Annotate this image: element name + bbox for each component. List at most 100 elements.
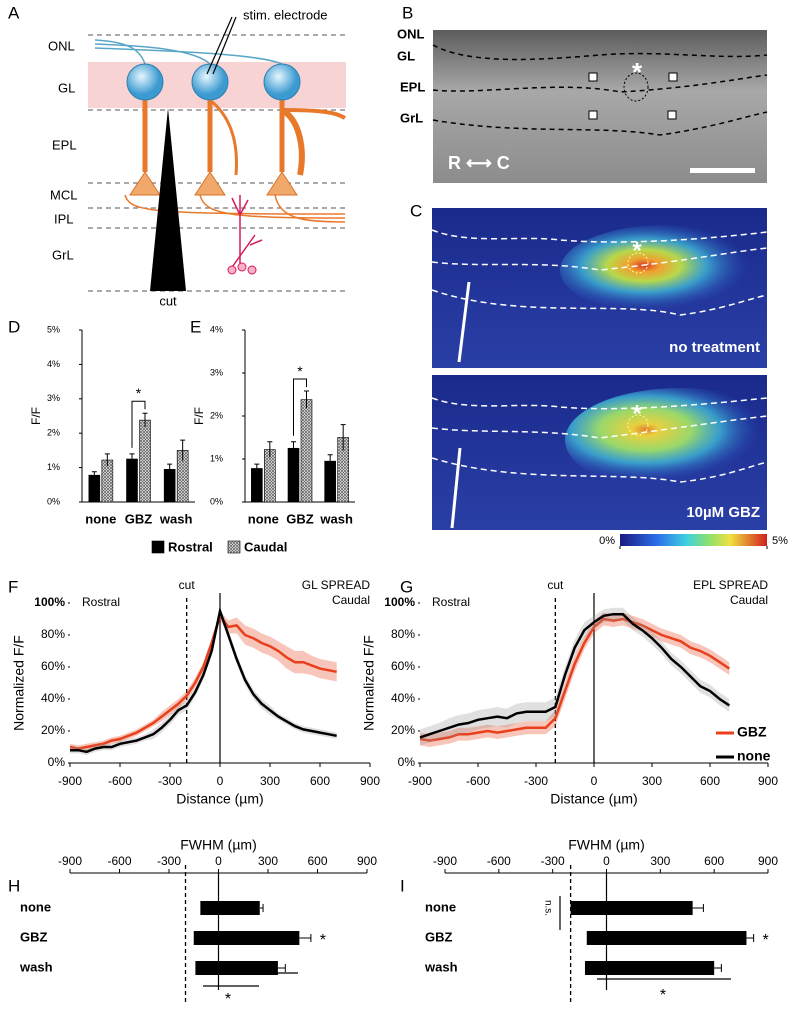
x-tick-label: -300 (157, 854, 181, 868)
significance-bracket (131, 400, 146, 448)
x-tick-label: GBZ (125, 511, 153, 526)
error-bar (167, 463, 173, 475)
annotation: Caudal (730, 593, 768, 607)
colorbar (620, 534, 767, 546)
y-tick-label: 80% (41, 627, 65, 641)
y-tick-label: 0% (398, 755, 416, 769)
y-tick-label: 60% (391, 659, 415, 673)
scale-bar (690, 168, 755, 173)
orientation: R ⟷ C (448, 153, 510, 173)
x-tick-label: 600 (307, 854, 327, 868)
error-bar (277, 964, 286, 972)
x-tick-label: -300 (541, 854, 565, 868)
y-tick-label: 40% (391, 691, 415, 705)
panel-label: F (8, 577, 18, 596)
error-band (420, 612, 730, 747)
bar (251, 468, 263, 503)
mitral-cells (129, 171, 298, 196)
x-tick-label: -300 (158, 774, 182, 788)
x-tick-label: 0 (591, 774, 598, 788)
legend-label: GBZ (737, 724, 767, 740)
y-tick-label: 20% (391, 723, 415, 737)
error-bar (692, 904, 704, 912)
y-axis-label: Normalized F/F (11, 635, 27, 731)
x-tick-label: 600 (310, 774, 330, 788)
panel-label: A (8, 3, 20, 22)
y-tick-label: 4% (210, 324, 223, 334)
bar (300, 399, 313, 503)
y-axis-label: Normalized F/F (361, 635, 377, 731)
legend-label: Rostral (168, 539, 213, 554)
axons (94, 39, 283, 65)
legend-swatch (151, 540, 165, 554)
cut-label: cut (159, 293, 177, 308)
range-bar (195, 961, 278, 975)
stim-site (627, 252, 649, 436)
significance: * (136, 385, 142, 401)
x-tick-label: none (85, 511, 116, 526)
bar (126, 458, 138, 503)
error-band (70, 606, 337, 755)
layer-label: IPL (54, 211, 74, 226)
annotation: Rostral (82, 595, 120, 609)
condition-label: 10µM GBZ (686, 504, 760, 521)
x-tick-label: 300 (260, 774, 280, 788)
x-tick-label: -900 (433, 854, 457, 868)
category-label: wash (424, 959, 458, 974)
y-tick-label: 1% (210, 453, 223, 463)
x-tick-label: GBZ (286, 511, 314, 526)
bar (139, 419, 151, 503)
y-axis-label: F/F (192, 407, 206, 425)
error-bar (180, 439, 186, 461)
panel-label: G (400, 577, 413, 596)
category-label: GBZ (425, 929, 453, 944)
cut-line (450, 281, 471, 529)
image-b: * R ⟷ C ONL GL EPL GrL (397, 26, 768, 183)
x-tick-label: 900 (758, 854, 778, 868)
error-bar (746, 934, 755, 942)
stim-site (623, 72, 649, 102)
x-tick-label: 300 (258, 854, 278, 868)
y-tick-label: 2% (47, 428, 60, 438)
y-tick-label: 3% (210, 367, 223, 377)
range-bar (570, 901, 693, 915)
error-bar (259, 904, 264, 912)
error-bar (142, 412, 148, 428)
bar (88, 474, 101, 503)
y-tick-label: 2% (210, 410, 223, 420)
x-axis-label: Distance (µm) (550, 791, 637, 807)
y-tick-label: 1% (47, 462, 60, 472)
layer-label: EPL (52, 137, 77, 152)
glomeruli (126, 63, 301, 101)
significance: * (225, 991, 231, 1008)
x-tick-label: -900 (408, 774, 432, 788)
x-tick-label: 300 (650, 854, 670, 868)
layer-label: EPL (400, 79, 425, 94)
significance: * (320, 932, 326, 949)
category-label: wash (19, 959, 53, 974)
significance: * (763, 932, 769, 949)
layer-label: GrL (400, 110, 423, 125)
layer-label: GL (58, 80, 75, 95)
x-tick-label: -600 (466, 774, 490, 788)
error-band (70, 611, 337, 752)
panel-label: H (8, 876, 20, 895)
x-tick-label: -600 (108, 774, 132, 788)
x-tick-label: 0 (603, 854, 610, 868)
error-bar (129, 453, 135, 465)
diagram: stim. electrode cut ONL GL EPL MCL IPL G… (48, 7, 347, 308)
colorbar-tick-label: 0% (599, 535, 615, 547)
marker: * (632, 400, 642, 427)
significance: n.s. (542, 900, 553, 916)
category-label: none (20, 899, 51, 914)
y-tick-label: 20% (41, 723, 65, 737)
image-c: * * no treatment 10µM GBZ (431, 208, 795, 546)
y-tick-label: 80% (391, 627, 415, 641)
series-line (69, 613, 337, 750)
series-line (419, 617, 731, 742)
error-bar (299, 934, 312, 942)
error-bar (304, 390, 309, 409)
x-tick-label: -600 (487, 854, 511, 868)
range-bar (193, 931, 300, 945)
range-bar (584, 961, 715, 975)
